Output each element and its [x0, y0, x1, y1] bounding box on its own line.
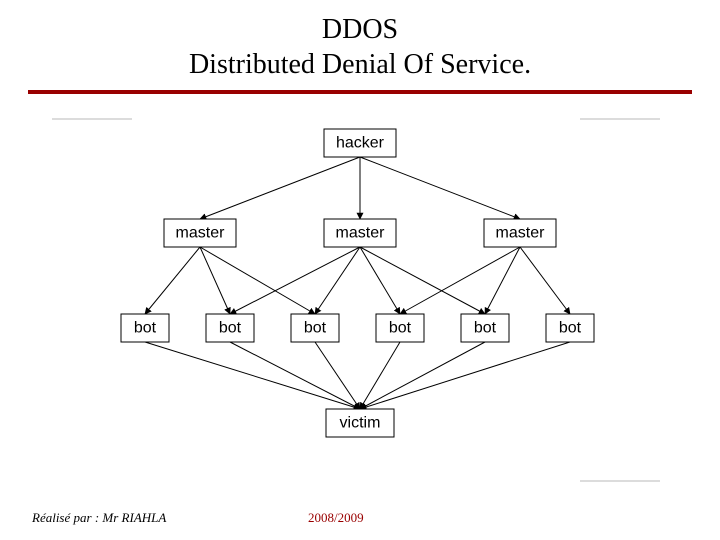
title-block: DDOS Distributed Denial Of Service.: [0, 0, 720, 82]
edge: [360, 247, 400, 314]
node-victim: victim: [326, 409, 394, 437]
author-name: Mr RIAHLA: [102, 510, 166, 525]
node-label: master: [336, 225, 386, 242]
node-label: bot: [304, 320, 327, 337]
author-prefix: Réalisé par :: [32, 510, 102, 525]
edge: [145, 342, 360, 409]
node-label: bot: [219, 320, 242, 337]
title-line-2: Distributed Denial Of Service.: [0, 47, 720, 82]
node-label: master: [176, 225, 226, 242]
node-bot2: bot: [206, 314, 254, 342]
edge: [200, 247, 230, 314]
edge: [360, 342, 570, 409]
edge: [360, 342, 400, 409]
diagram-container: hacker master master master bot bot bot bot bot b…: [0, 118, 720, 480]
edge: [315, 342, 360, 409]
node-label: bot: [389, 320, 412, 337]
footer-date: 2008/2009: [308, 510, 364, 526]
node-master1: master: [164, 219, 236, 247]
title-divider: [28, 90, 692, 94]
node-hacker: hacker: [324, 129, 396, 157]
ddos-tree-diagram: hacker master master master bot bot bot bot bot b…: [80, 118, 640, 458]
edge: [230, 342, 360, 409]
node-label: victim: [340, 415, 381, 432]
node-label: bot: [134, 320, 157, 337]
node-label: bot: [474, 320, 497, 337]
node-label: hacker: [336, 135, 385, 152]
node-bot1: bot: [121, 314, 169, 342]
edge: [230, 247, 360, 314]
node-bot6: bot: [546, 314, 594, 342]
node-bot4: bot: [376, 314, 424, 342]
edge: [360, 247, 485, 314]
edge: [200, 157, 360, 219]
node-master3: master: [484, 219, 556, 247]
node-label: bot: [559, 320, 582, 337]
edge: [145, 247, 200, 314]
node-master2: master: [324, 219, 396, 247]
node-bot5: bot: [461, 314, 509, 342]
shadow-decoration: [580, 480, 660, 482]
title-line-1: DDOS: [0, 12, 720, 47]
edge: [315, 247, 360, 314]
edge: [520, 247, 570, 314]
node-label: master: [496, 225, 546, 242]
edge: [360, 157, 520, 219]
footer-author: Réalisé par : Mr RIAHLA: [32, 510, 166, 525]
footer: Réalisé par : Mr RIAHLA 2008/2009: [0, 510, 720, 526]
edge: [200, 247, 315, 314]
node-bot3: bot: [291, 314, 339, 342]
